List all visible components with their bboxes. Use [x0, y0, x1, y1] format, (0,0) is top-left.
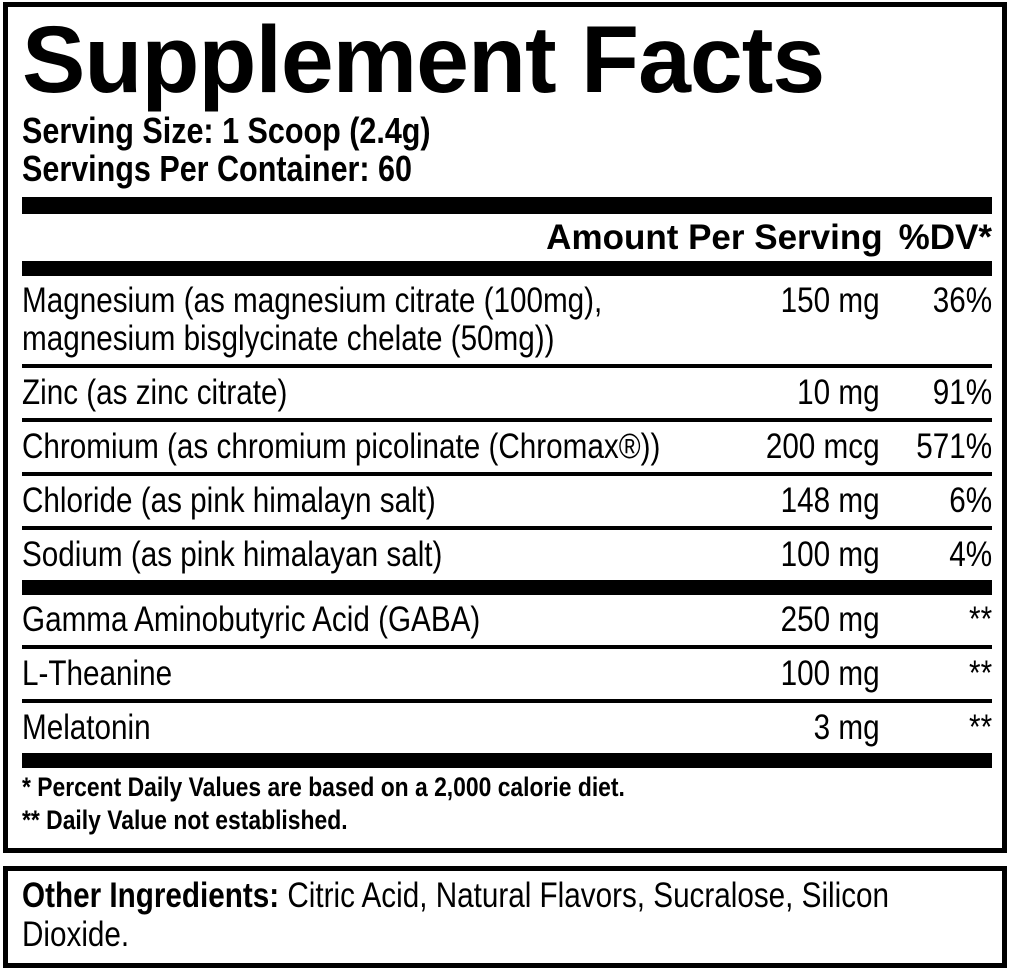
ingredient-dv: 91%	[932, 373, 992, 412]
row-divider	[22, 472, 992, 476]
ingredient-name: Gamma Aminobutyric Acid (GABA)	[22, 600, 481, 639]
ingredient-amount: 10 mg	[797, 373, 880, 412]
ingredient-dv: 4%	[949, 535, 992, 574]
table-row-zinc: Zinc (as zinc citrate) 10 mg 91%	[22, 368, 992, 418]
ingredient-dv: 6%	[949, 481, 992, 520]
thick-divider-bar	[22, 261, 992, 276]
thick-divider-bar	[22, 580, 992, 595]
row-divider	[22, 418, 992, 422]
serving-size-text: Serving Size: 1 Scoop (2.4g)	[22, 110, 431, 151]
ingredient-amount: 200 mcg	[766, 427, 880, 466]
other-ingredients-paragraph: Other Ingredients: Citric Acid, Natural …	[22, 876, 992, 954]
table-header-row: Amount Per Serving %DV*	[22, 214, 992, 261]
supplement-facts-panel: Supplement Facts Serving Size: 1 Scoop (…	[3, 2, 1007, 853]
footnote-dv-not-established: ** Daily Value not established.	[22, 805, 348, 835]
row-divider	[22, 699, 992, 703]
ingredient-name: Zinc (as zinc citrate)	[22, 373, 288, 412]
ingredient-dv: 571%	[916, 427, 992, 466]
row-divider	[22, 645, 992, 649]
thick-divider-bar	[22, 197, 992, 214]
serving-size-line: Serving Size: 1 Scoop (2.4g)	[22, 112, 992, 150]
ingredient-name: Magnesium (as magnesium citrate (100mg),…	[22, 281, 603, 358]
row-divider	[22, 526, 992, 530]
ingredient-dv: 36%	[932, 281, 992, 320]
table-row-gaba: Gamma Aminobutyric Acid (GABA) 250 mg **	[22, 595, 992, 645]
ingredient-amount: 3 mg	[814, 708, 880, 747]
ingredient-amount: 150 mg	[781, 281, 880, 320]
ingredient-amount: 250 mg	[781, 600, 880, 639]
ingredient-amount: 100 mg	[781, 535, 880, 574]
servings-per-container-text: Servings Per Container: 60	[22, 148, 412, 189]
other-ingredients-panel: Other Ingredients: Citric Acid, Natural …	[3, 866, 1007, 968]
ingredient-dv: **	[968, 600, 992, 639]
ingredient-amount: 100 mg	[781, 654, 880, 693]
ingredient-name: Melatonin	[22, 708, 151, 747]
table-row-chloride: Chloride (as pink himalayn salt) 148 mg …	[22, 476, 992, 526]
ingredient-dv: **	[968, 708, 992, 747]
table-row-melatonin: Melatonin 3 mg **	[22, 703, 992, 753]
footnote-percent-dv: * Percent Daily Values are based on a 2,…	[22, 772, 625, 802]
amount-per-serving-header: Amount Per Serving	[546, 218, 883, 257]
table-row-l-theanine: L-Theanine 100 mg **	[22, 649, 992, 699]
ingredient-dv: **	[968, 654, 992, 693]
thick-divider-bar	[22, 753, 992, 768]
ingredient-name: Sodium (as pink himalayan salt)	[22, 535, 443, 574]
table-row-chromium: Chromium (as chromium picolinate (Chroma…	[22, 422, 992, 472]
other-ingredients-label: Other Ingredients:	[22, 876, 280, 915]
ingredient-name: Chloride (as pink himalayn salt)	[22, 481, 436, 520]
row-divider	[22, 364, 992, 368]
table-row-sodium: Sodium (as pink himalayan salt) 100 mg 4…	[22, 530, 992, 580]
other-ingredients-text: Citric Acid, Natural Flavors, Sucralose,…	[22, 876, 890, 954]
panel-title: Supplement Facts	[22, 7, 825, 113]
servings-per-container-line: Servings Per Container: 60	[22, 150, 992, 188]
footnotes: * Percent Daily Values are based on a 2,…	[22, 768, 992, 843]
table-row-magnesium: Magnesium (as magnesium citrate (100mg),…	[22, 276, 992, 364]
percent-dv-header: %DV*	[898, 218, 992, 257]
ingredient-name: L-Theanine	[22, 654, 173, 693]
ingredient-amount: 148 mg	[781, 481, 880, 520]
ingredient-name: Chromium (as chromium picolinate (Chroma…	[22, 427, 661, 466]
